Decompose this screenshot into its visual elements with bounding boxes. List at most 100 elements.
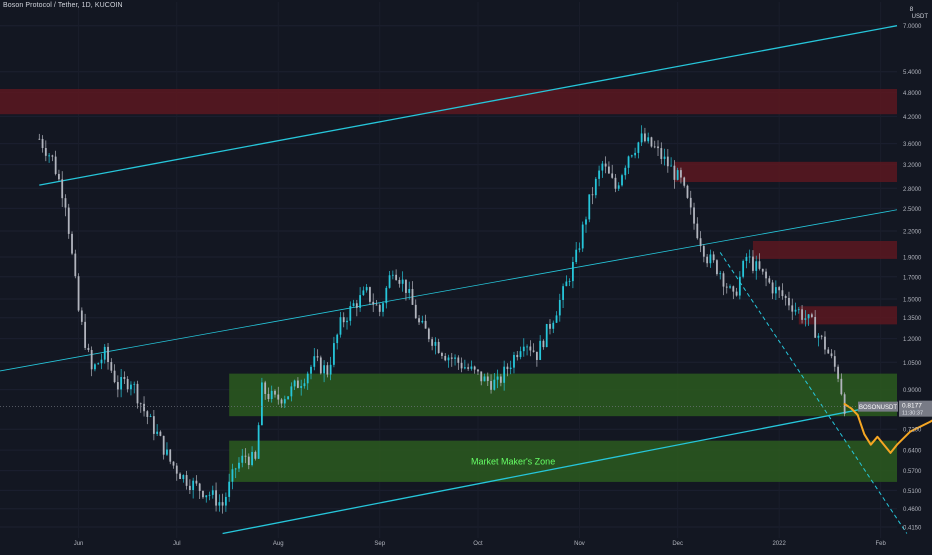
candle-body: [260, 382, 263, 426]
candle-body: [90, 349, 93, 370]
candle-body: [156, 431, 159, 434]
channel-line: [222, 401, 898, 535]
channel-line: [0, 209, 898, 372]
candle-body: [555, 315, 558, 323]
candle-body: [575, 249, 578, 263]
candle-body: [755, 261, 758, 271]
candle-body: [359, 295, 362, 308]
x-tick-label: Nov: [574, 541, 585, 547]
candle-body: [552, 322, 555, 329]
candle-body: [398, 279, 401, 284]
candle-body: [277, 394, 280, 400]
projection: [843, 403, 932, 454]
candle-body: [742, 260, 745, 277]
candle-body: [224, 496, 227, 506]
y-tick-label: 0.7200: [903, 428, 922, 434]
candle-body: [719, 273, 722, 275]
currency-label[interactable]: 8 USDT: [910, 6, 928, 20]
symbol-tag: BOSONUSDT: [859, 405, 897, 411]
candle-body: [814, 316, 817, 338]
candle-body: [529, 346, 532, 351]
x-tick-label: Jun: [74, 541, 84, 547]
candle-body: [84, 321, 87, 348]
candle-body: [67, 207, 70, 234]
candle-body: [660, 148, 663, 159]
candle-body: [516, 354, 519, 358]
resistance-zone: [674, 161, 897, 183]
candle-body: [480, 371, 483, 382]
price-axis[interactable]: 7.0000 5.4000 4.8000 4.2000 3.6000 3.2000 2.80…: [903, 24, 922, 531]
candle-body: [483, 376, 486, 382]
y-tick-label: 1.9000: [903, 256, 922, 262]
candle-body: [103, 346, 106, 360]
candle-body: [152, 416, 155, 434]
candle-body: [185, 475, 188, 486]
candle-body: [644, 133, 646, 142]
candle-body: [761, 268, 764, 272]
candle-body: [405, 279, 407, 293]
candle-body: [355, 303, 358, 308]
candle-body: [784, 296, 787, 298]
candle-body: [788, 297, 790, 306]
candle-body: [375, 304, 378, 306]
candle-body: [333, 343, 335, 365]
candle-body: [801, 309, 803, 320]
candle-body: [647, 137, 650, 142]
candle-body: [41, 138, 44, 149]
candle-body: [254, 451, 257, 459]
candle-body: [300, 386, 303, 388]
candle-body: [820, 335, 823, 337]
resistance-zone: [752, 241, 897, 259]
candle-body: [519, 351, 522, 358]
candle-body: [172, 461, 175, 466]
candle-body: [267, 393, 270, 400]
candle-body: [228, 481, 231, 497]
candle-body: [77, 276, 80, 311]
candle-body: [136, 383, 139, 404]
candle-body: [454, 357, 456, 359]
candle-body: [827, 349, 830, 354]
candle-body: [666, 156, 669, 167]
candle-body: [702, 246, 705, 257]
candle-body: [513, 354, 515, 368]
candle-body: [323, 365, 325, 374]
y-tick-label: 1.0500: [903, 361, 922, 367]
candle-body: [424, 320, 427, 329]
candle-body: [522, 346, 525, 352]
candle-body: [139, 403, 142, 405]
candle-body: [604, 163, 607, 167]
candle-body: [162, 435, 165, 455]
candle-body: [319, 357, 322, 374]
candle-body: [44, 148, 47, 156]
candle-body: [270, 390, 273, 400]
candle-body: [287, 396, 289, 400]
candle-body: [676, 170, 679, 180]
candle-body: [336, 334, 339, 344]
y-tick-label: 0.6400: [903, 449, 922, 455]
candle-body: [598, 170, 600, 179]
candle-body: [748, 256, 751, 258]
candle-body: [608, 166, 610, 174]
candle-body: [251, 451, 253, 465]
symbol-title[interactable]: Boson Protocol / Tether, 1D, KUCOIN: [3, 2, 123, 9]
candle-body: [774, 287, 777, 294]
y-tick-label: 1.2000: [903, 337, 922, 343]
candle-body: [169, 449, 172, 462]
candle-body: [558, 299, 561, 316]
candle-body: [568, 281, 571, 282]
time-axis[interactable]: Jun Jul Aug Sep Oct Nov Dec 2022 Feb: [74, 541, 887, 547]
candle-body: [447, 357, 450, 361]
candle-body: [686, 185, 689, 198]
candle-body: [585, 219, 587, 225]
candle-body: [431, 339, 434, 346]
candle-body: [208, 494, 211, 496]
y-tick-label: 0.5100: [903, 489, 922, 495]
candle-body: [94, 364, 96, 370]
candle-body: [486, 376, 489, 382]
y-tick-label: 7.0000: [903, 24, 922, 30]
candle-body: [545, 324, 548, 348]
candle-body: [313, 356, 316, 367]
candle-body: [791, 305, 794, 312]
